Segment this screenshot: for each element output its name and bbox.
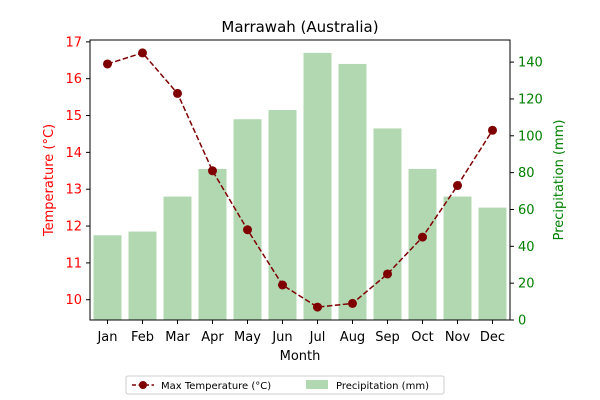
precipitation-bar-aug xyxy=(338,63,367,321)
precipitation-bar-dec xyxy=(478,207,507,320)
legend-box xyxy=(125,375,445,395)
right-axis-label: Precipitation (mm) xyxy=(552,120,567,241)
x-tick-label: Jun xyxy=(271,330,292,345)
left-tick-label: 12 xyxy=(65,220,82,235)
right-axis-ticks: 0 20 40 60 80 100 120 140 xyxy=(510,56,543,329)
right-tick-label: 140 xyxy=(518,56,543,71)
right-tick-label: 40 xyxy=(518,240,535,255)
x-tick-label: Aug xyxy=(340,330,365,345)
x-tick-label: Feb xyxy=(131,330,154,345)
precipitation-bar-may xyxy=(233,119,262,320)
temperature-point-jul xyxy=(313,302,322,312)
temperature-point-dec xyxy=(488,125,497,135)
x-tick-label: Sep xyxy=(375,330,400,345)
temperature-line xyxy=(103,48,497,312)
temperature-point-feb xyxy=(138,48,147,58)
legend-line-marker xyxy=(139,381,147,389)
x-tick-label: Jan xyxy=(96,330,117,345)
x-tick-label: Dec xyxy=(480,330,505,345)
left-tick-label: 11 xyxy=(65,256,82,271)
x-tick-label: Nov xyxy=(445,330,471,345)
x-tick-label: Apr xyxy=(201,330,224,345)
legend-temperature-label: Max Temperature (°C) xyxy=(161,381,271,392)
legend-precipitation-label: Precipitation (mm) xyxy=(336,381,429,392)
temperature-point-jan xyxy=(103,59,112,69)
plot-frame xyxy=(89,39,511,321)
precipitation-bars xyxy=(93,52,507,321)
chart-title: Marrawah (Australia) xyxy=(221,18,378,36)
right-tick-label: 0 xyxy=(518,314,526,329)
temperature-point-sep xyxy=(383,269,392,279)
right-tick-label: 60 xyxy=(518,203,535,218)
left-tick-label: 16 xyxy=(65,72,82,87)
left-axis-ticks: 10 11 12 13 14 15 16 17 xyxy=(65,35,90,308)
precipitation-bar-mar xyxy=(163,196,192,320)
temperature-point-oct xyxy=(418,232,427,242)
right-tick-label: 120 xyxy=(518,92,543,107)
precipitation-bar-jul xyxy=(303,52,332,320)
precipitation-bar-feb xyxy=(128,231,157,320)
legend-bar-swatch xyxy=(306,380,328,389)
temperature-point-may xyxy=(243,225,252,235)
left-tick-label: 17 xyxy=(65,35,82,50)
left-tick-label: 15 xyxy=(65,109,82,124)
temperature-point-jun xyxy=(278,280,287,290)
precipitation-bar-jan xyxy=(93,235,122,320)
right-tick-label: 80 xyxy=(518,166,535,181)
legend: Max Temperature (°C) Precipitation (mm) xyxy=(125,375,445,395)
left-tick-label: 13 xyxy=(65,183,82,198)
temperature-point-apr xyxy=(208,166,217,176)
precipitation-bar-nov xyxy=(443,196,472,320)
precipitation-bar-oct xyxy=(408,168,437,320)
x-axis-ticks: Jan Feb Mar Apr May Jun Jul Aug Sep Oct Nov Dec xyxy=(96,320,505,345)
left-tick-label: 14 xyxy=(65,146,82,161)
precipitation-bar-sep xyxy=(373,128,402,320)
left-axis-label: Temperature (°C) xyxy=(42,124,57,237)
x-tick-label: Oct xyxy=(411,330,433,345)
temperature-series-line xyxy=(107,52,494,308)
x-tick-label: Jul xyxy=(309,330,326,345)
left-tick-label: 10 xyxy=(65,293,82,308)
x-axis-label: Month xyxy=(280,349,321,364)
temperature-point-nov xyxy=(453,181,462,191)
temperature-point-mar xyxy=(173,88,182,98)
right-tick-label: 100 xyxy=(518,129,543,144)
temperature-point-aug xyxy=(348,298,357,308)
x-tick-label: Mar xyxy=(165,330,190,345)
x-tick-label: May xyxy=(234,330,261,345)
precipitation-bar-apr xyxy=(198,168,227,320)
right-tick-label: 20 xyxy=(518,277,535,292)
